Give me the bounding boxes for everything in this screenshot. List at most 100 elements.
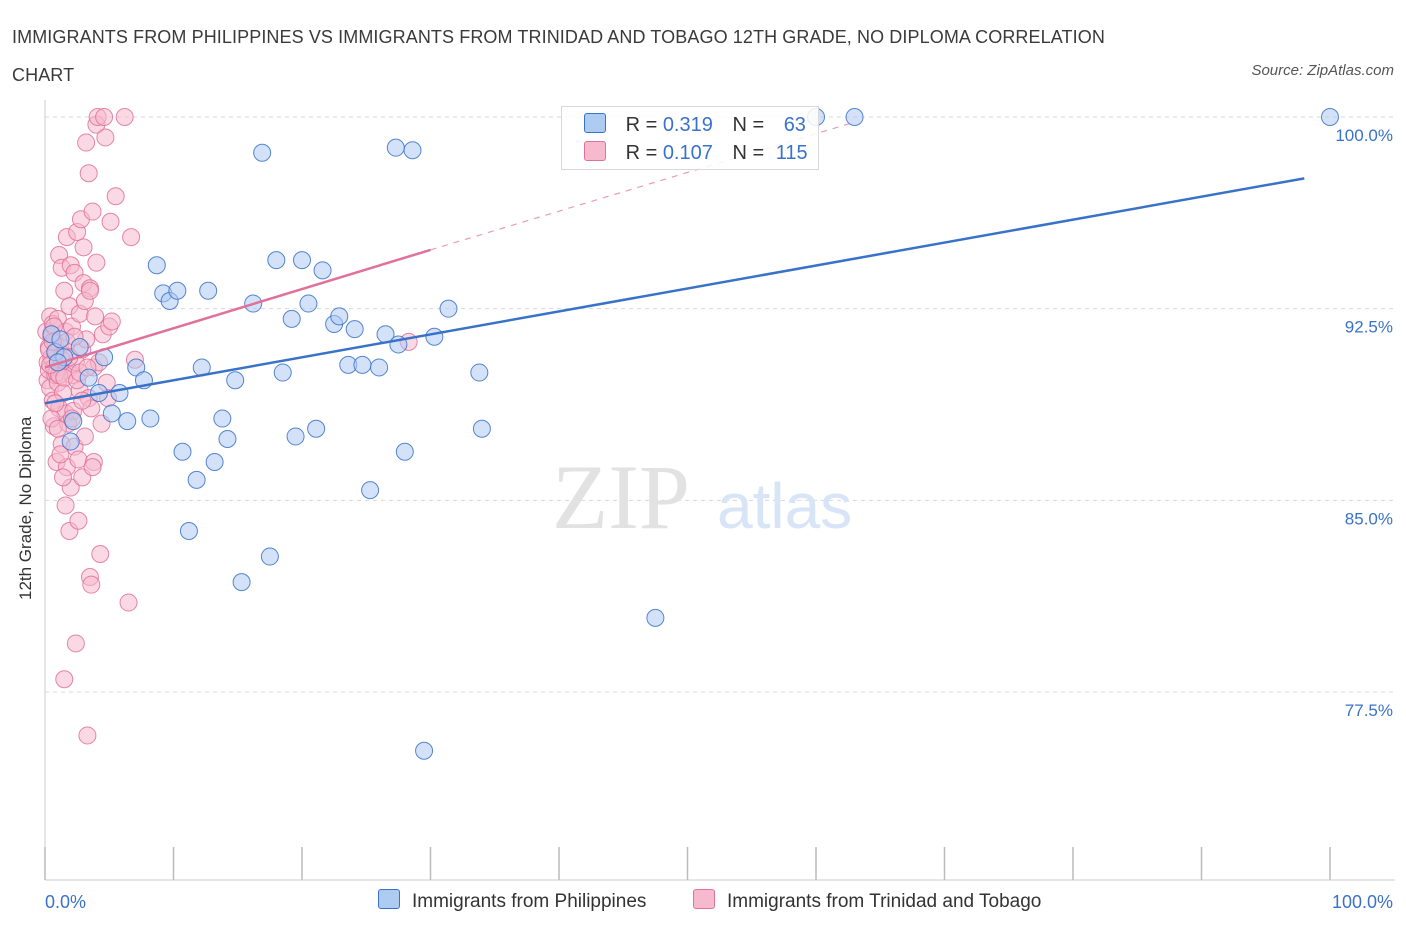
- data-point: [273, 363, 292, 382]
- data-point: [439, 299, 458, 318]
- data-point: [106, 187, 125, 206]
- data-point: [51, 445, 70, 464]
- data-point: [91, 545, 110, 563]
- data-point: [386, 138, 405, 157]
- data-point: [293, 251, 311, 270]
- data-point: [226, 371, 245, 390]
- data-point: [353, 355, 372, 374]
- data-point: [55, 281, 74, 300]
- data-point: [260, 547, 279, 566]
- bottom-legend-label-trinidad: Immigrants from Trinidad and Tobago: [727, 891, 1042, 912]
- data-point: [96, 128, 115, 147]
- data-point: [403, 141, 422, 160]
- data-point: [102, 312, 121, 331]
- bottom-legend-philippines: Immigrants from Philippines: [378, 889, 646, 913]
- data-point: [70, 338, 89, 356]
- data-point: [361, 481, 380, 500]
- data-point: [74, 238, 93, 257]
- legend-r-label: R =: [625, 114, 658, 136]
- data-point: [415, 741, 434, 760]
- data-point: [470, 363, 489, 382]
- y-axis-label: 12th Grade, No Diploma: [16, 416, 35, 600]
- data-point: [425, 327, 444, 346]
- y-tick-label: 77.5%: [1345, 701, 1393, 720]
- data-point: [213, 409, 232, 428]
- legend-n-value: 115: [775, 142, 808, 164]
- data-point: [86, 307, 105, 326]
- data-point: [61, 432, 80, 451]
- data-point: [110, 384, 129, 402]
- gridlines: [45, 116, 1395, 693]
- bottom-legend-label-philippines: Immigrants from Philippines: [412, 891, 647, 912]
- data-point: [141, 409, 160, 428]
- data-point: [472, 419, 491, 438]
- data-point: [313, 261, 332, 280]
- y-tick-label: 85.0%: [1345, 509, 1393, 528]
- legend-swatch-philippines: [584, 113, 606, 133]
- bottom-legend-trinidad: Immigrants from Trinidad and Tobago: [693, 889, 1041, 913]
- trend-line-extension: [430, 121, 855, 251]
- data-point: [77, 133, 96, 152]
- data-point: [299, 294, 318, 313]
- stats-legend: R = 0.319 N = 63 R = 0.107 N = 115: [561, 106, 819, 170]
- chart-title: IMMIGRANTS FROM PHILIPPINES VS IMMIGRANT…: [12, 27, 1105, 85]
- data-point: [168, 281, 187, 300]
- data-point: [395, 442, 414, 461]
- trend-line: [44, 248, 431, 369]
- data-point: [173, 442, 192, 461]
- source-label: Source: ZipAtlas.com: [1251, 62, 1394, 79]
- legend-r-label: R =: [625, 142, 658, 164]
- y-tick-label: 92.5%: [1345, 318, 1393, 337]
- data-point: [199, 281, 218, 300]
- data-point: [122, 228, 141, 247]
- data-point: [845, 108, 864, 126]
- data-point: [286, 427, 305, 446]
- bottom-legend-swatch-trinidad: [693, 889, 715, 909]
- data-point: [66, 634, 85, 653]
- watermark-zip: ZIP: [552, 446, 690, 548]
- bottom-legend-swatch-philippines: [378, 889, 400, 909]
- data-point: [330, 307, 349, 326]
- data-point: [82, 575, 101, 594]
- data-point: [56, 496, 75, 515]
- trend-line: [44, 177, 1305, 405]
- data-point: [78, 726, 97, 745]
- data-point: [83, 458, 102, 477]
- data-point: [51, 330, 70, 349]
- data-point: [101, 212, 120, 231]
- data-point: [205, 453, 224, 471]
- y-tick-label: 100.0%: [1335, 126, 1393, 145]
- data-point: [55, 670, 74, 689]
- data-point: [79, 368, 98, 387]
- x-tick-label: 100.0%: [1332, 892, 1393, 912]
- data-point: [253, 143, 272, 162]
- legend-r-value: 0.319: [662, 114, 713, 136]
- legend-n-label: N =: [732, 142, 765, 164]
- legend-r-value: 0.107: [662, 142, 713, 164]
- data-point: [87, 253, 106, 272]
- data-point: [267, 251, 286, 270]
- data-point: [80, 281, 99, 300]
- x-tick-label: 0.0%: [45, 892, 86, 912]
- data-point: [147, 256, 166, 275]
- data-point: [646, 608, 665, 627]
- data-point: [119, 593, 138, 612]
- data-point: [115, 108, 134, 126]
- data-point: [345, 320, 364, 339]
- data-point: [64, 412, 83, 431]
- watermark: ZIP atlas: [552, 446, 852, 548]
- legend-n-label: N =: [732, 114, 765, 136]
- data-point: [69, 511, 88, 530]
- data-point: [79, 164, 98, 183]
- data-point: [53, 468, 72, 487]
- data-point: [1321, 108, 1339, 126]
- series-trinidad-points: [37, 108, 418, 745]
- data-point: [95, 108, 114, 126]
- data-point: [232, 573, 251, 592]
- axes: [44, 100, 1395, 881]
- x-tick-labels: 0.0% 100.0%: [45, 892, 1393, 912]
- watermark-atlas: atlas: [717, 470, 852, 542]
- data-point: [282, 309, 301, 328]
- trend-lines: [44, 121, 1305, 405]
